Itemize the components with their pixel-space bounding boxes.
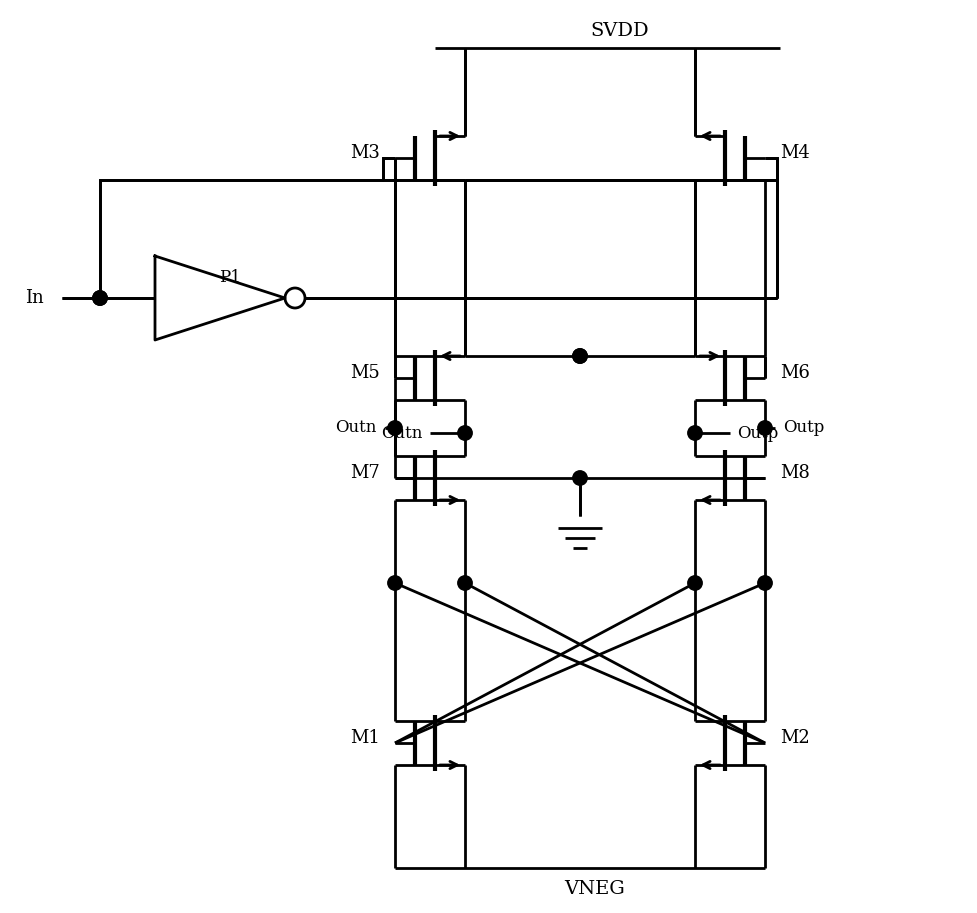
Circle shape: [688, 576, 702, 590]
Text: P1: P1: [219, 269, 241, 286]
Text: SVDD: SVDD: [591, 22, 650, 40]
Circle shape: [93, 291, 107, 305]
Circle shape: [573, 349, 587, 363]
Text: M1: M1: [350, 729, 380, 747]
Text: M3: M3: [350, 144, 380, 162]
Text: VNEG: VNEG: [565, 880, 625, 898]
Circle shape: [388, 576, 403, 590]
Text: Outp: Outp: [737, 425, 779, 442]
Circle shape: [758, 576, 772, 590]
Text: Outn: Outn: [382, 425, 423, 442]
Text: M4: M4: [780, 144, 810, 162]
Text: M8: M8: [780, 464, 810, 482]
Text: M7: M7: [350, 464, 380, 482]
Text: Outp: Outp: [783, 419, 825, 436]
Circle shape: [573, 349, 587, 363]
Circle shape: [458, 576, 472, 590]
Circle shape: [688, 425, 702, 440]
Circle shape: [573, 471, 587, 485]
Circle shape: [758, 421, 772, 436]
Circle shape: [93, 291, 107, 305]
Text: Outn: Outn: [336, 419, 377, 436]
Circle shape: [388, 421, 403, 436]
Text: M2: M2: [780, 729, 810, 747]
Circle shape: [458, 425, 472, 440]
Text: M6: M6: [780, 364, 810, 382]
Text: M5: M5: [350, 364, 380, 382]
Text: In: In: [25, 289, 44, 307]
